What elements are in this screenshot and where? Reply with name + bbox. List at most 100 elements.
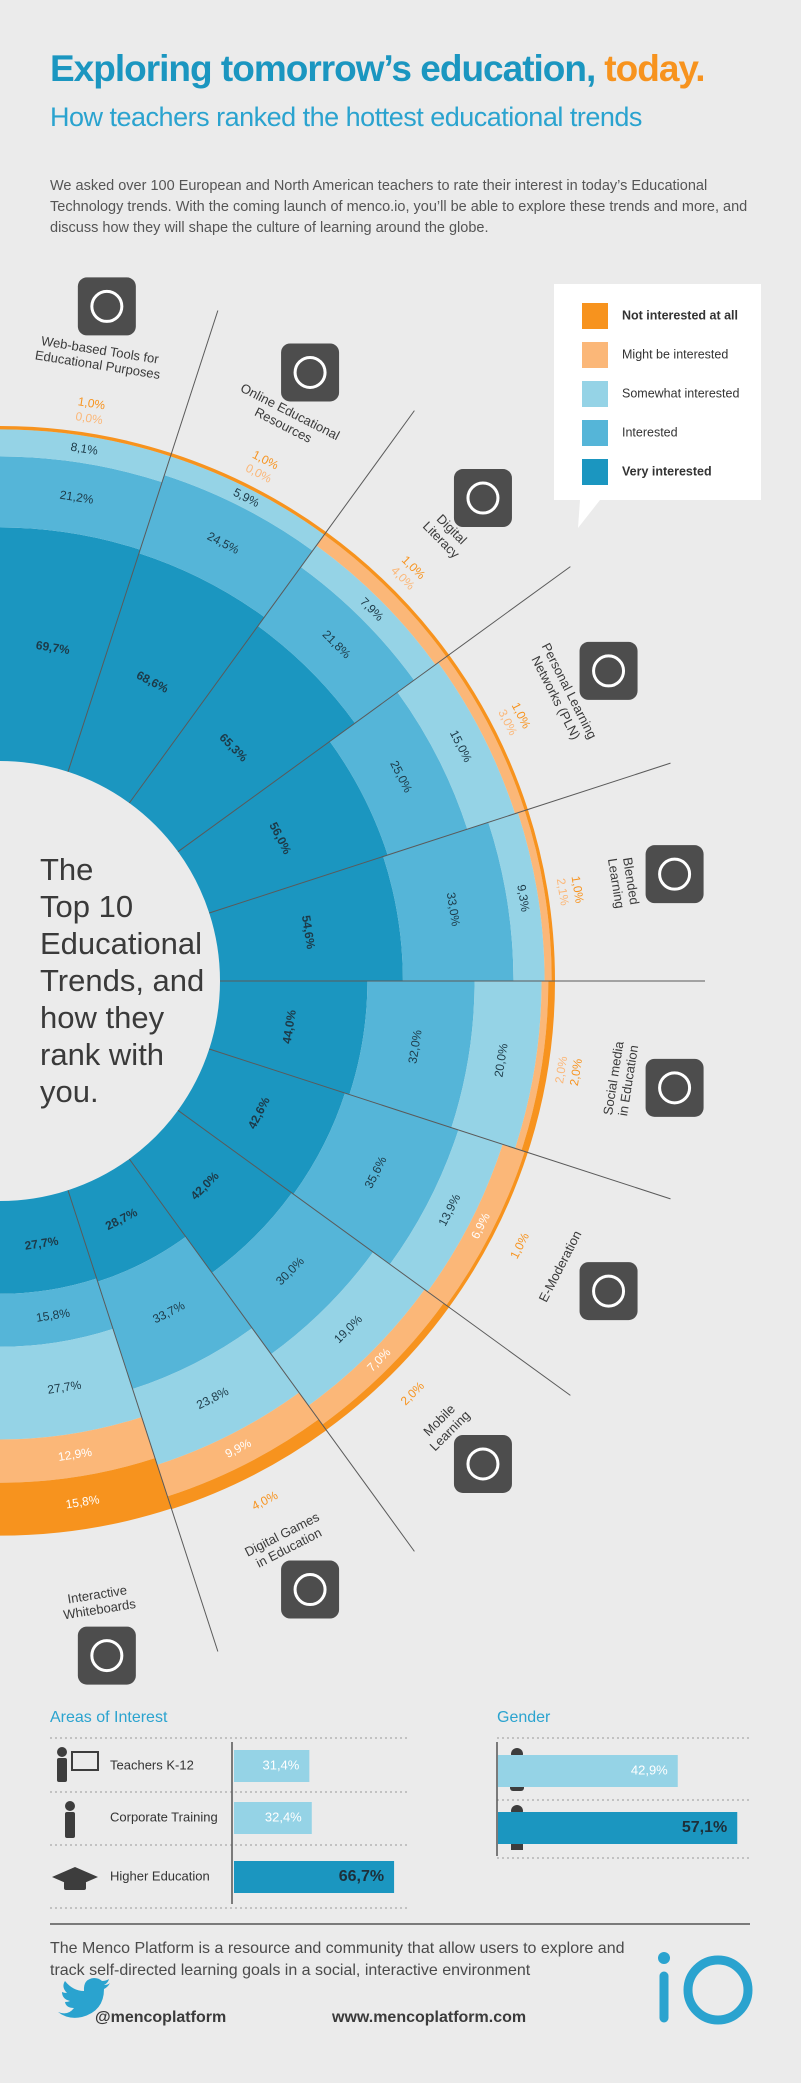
separators [50,1737,750,1909]
category-label: E-Moderation [536,1228,585,1304]
segment [67,1158,186,1282]
category-icon-glyph [466,1447,500,1481]
value-label: 9,3% [514,884,532,914]
category-label: Web-based Tools forEducational Purposes [34,333,164,382]
bar-category-label: Corporate Training [110,1809,218,1824]
segment [521,981,555,1153]
divider [209,1048,671,1200]
segment [329,692,468,856]
center-text: rank with [40,1037,164,1072]
legend-swatch [582,342,608,368]
segment [0,1328,142,1440]
category-icon [645,845,704,904]
segment [451,981,542,1149]
category-icon [645,1058,704,1117]
category-icon [579,1262,638,1321]
segment [157,1392,319,1497]
segment [446,1151,528,1308]
center-text: you. [40,1074,99,1109]
legend-label: Somewhat interested [622,386,739,400]
divider [67,1190,219,1652]
segment [271,1252,425,1406]
value-label: 1,0% [507,1230,532,1261]
category-icon-glyph [592,654,626,688]
segment [209,981,368,1095]
segment [132,1328,300,1465]
segment [257,566,415,724]
center-text: Top 10 [40,889,133,924]
twitter-icon [58,1978,110,2018]
center-text: how they [40,1000,165,1035]
value-label: 54,6% [299,914,318,950]
segment [0,1278,114,1347]
segment [170,453,327,535]
twitter-handle: @mencoplatform [95,2009,226,2026]
bar [234,1750,310,1782]
segment [212,1193,374,1355]
value-label: 0,0% [75,409,105,427]
intro: We asked over 100 European and North Ame… [50,178,748,236]
value-label: 2,0% [398,1379,427,1408]
category-icon [453,469,512,528]
category-icon [579,641,638,700]
footer-text: The Menco Platform is a resource and com… [50,1940,625,1979]
value-label: 1,0% [569,875,587,905]
value-label: 12,9% [57,1445,93,1464]
legend-label: Interested [622,425,678,439]
section-title: Gender [497,1709,551,1726]
category-label: Social mediain Education [601,1040,642,1119]
value-label: 2,0% [552,1055,570,1085]
segment [0,456,163,550]
segment [308,1289,444,1425]
segment [488,812,545,981]
bar-value-label: 31,4% [262,1757,299,1772]
segment [524,809,555,981]
segment [177,1048,345,1195]
category-icon-glyph [658,1071,692,1105]
segment [67,553,265,804]
category-icon [77,277,136,336]
bar [234,1861,395,1893]
website: www.mencoplatform.com [331,2009,526,2026]
category-icon [281,1560,340,1619]
category-label: BlendedLearning [605,855,643,910]
value-label: 32,0% [405,1029,424,1065]
legend-label: Very interested [622,464,712,478]
category-icon-glyph [293,355,327,389]
value-label: 21,2% [59,488,95,507]
segment [129,626,355,852]
segment [349,981,475,1128]
segment [209,856,403,981]
segment [0,527,141,772]
bar-category-label: Higher Education [110,1868,210,1883]
segment [389,1129,503,1292]
value-label: 4,0% [249,1488,280,1513]
value-label: 27,7% [24,1234,60,1253]
value-label: 44,0% [280,1009,299,1045]
category-icon-glyph [592,1274,626,1308]
segment [397,662,516,830]
category-icon [453,1434,512,1493]
logo [659,1955,753,2025]
value-label: 2,1% [554,877,572,907]
segment [446,654,528,811]
legend-swatch [582,303,608,329]
center-text: Trends, and [40,963,204,998]
divider [128,1158,415,1552]
value-label: 20,0% [491,1042,510,1078]
value-label: 33,0% [444,891,463,927]
category-label: InteractiveWhiteboards [60,1582,137,1623]
bar-value-label: 32,4% [265,1809,302,1824]
value-label: 15,8% [65,1492,101,1511]
category-icon-glyph [658,857,692,891]
legend-swatch [582,459,608,485]
legend-label: Not interested at all [622,308,738,322]
legend-label: Might be interested [622,347,728,361]
section-title: Areas of Interest [50,1709,168,1726]
segment [0,429,171,483]
divider [209,762,671,914]
value-label: 8,1% [70,440,100,458]
logo-dot [658,1952,670,1964]
